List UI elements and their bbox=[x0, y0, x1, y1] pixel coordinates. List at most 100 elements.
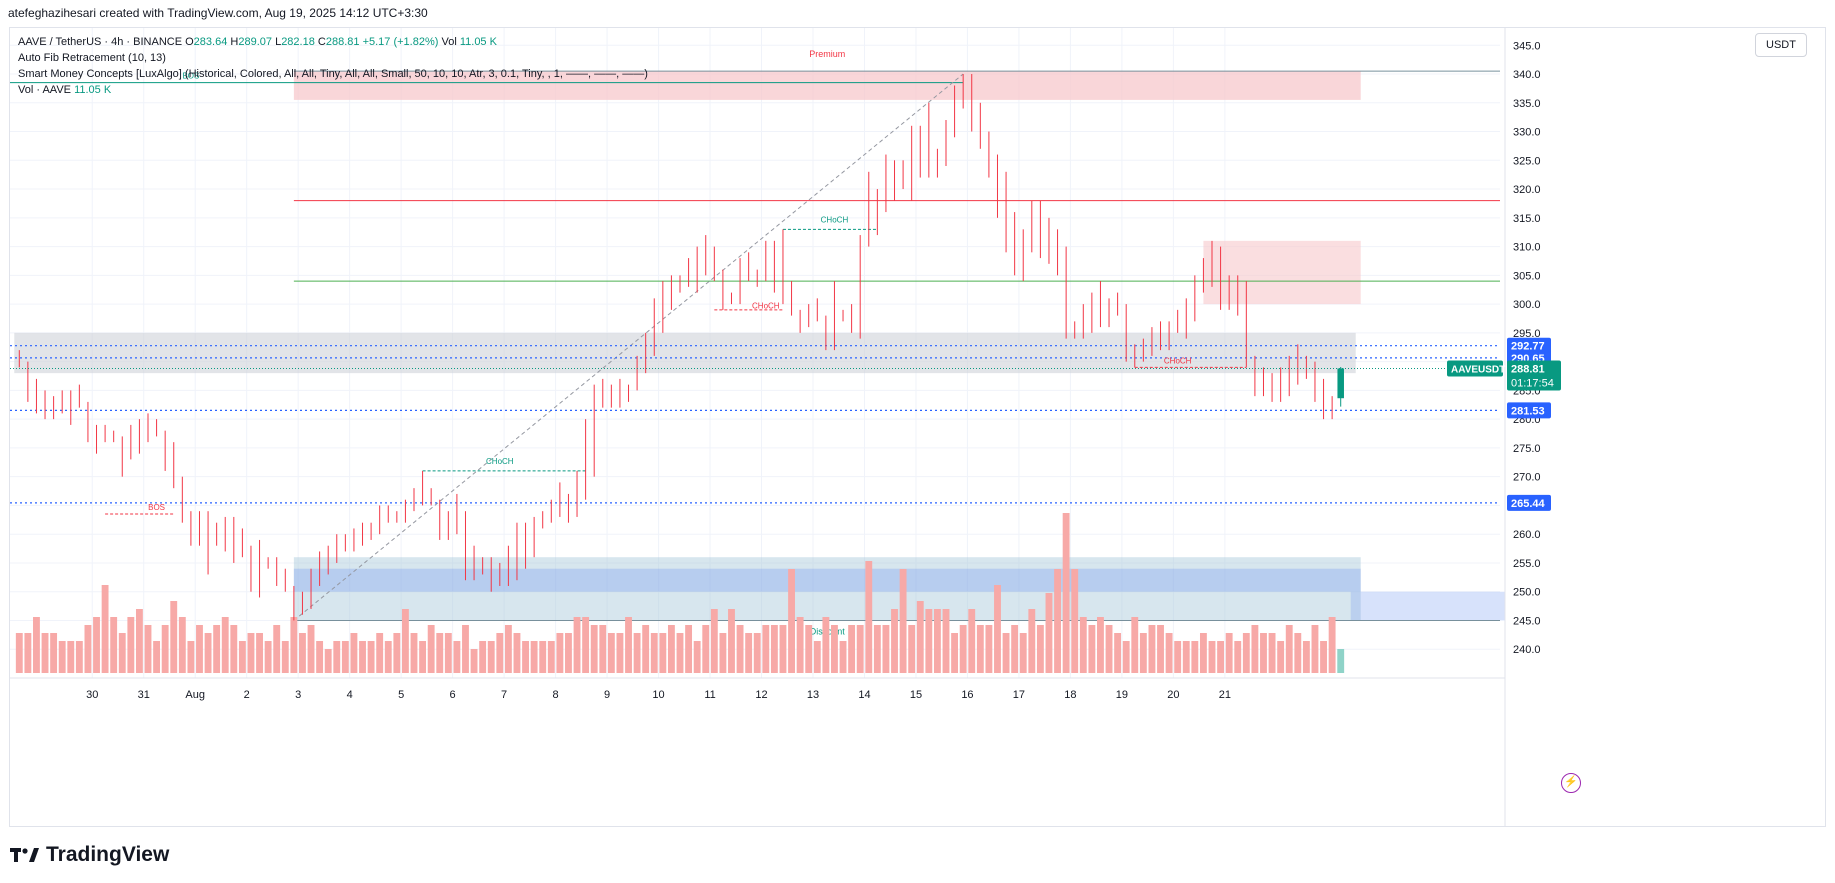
price-tick-label: 250.0 bbox=[1513, 587, 1541, 599]
volume-bar bbox=[144, 625, 152, 673]
volume-bar bbox=[599, 625, 607, 673]
volume-bar bbox=[230, 625, 238, 673]
structure-label: BOS bbox=[148, 503, 165, 512]
volume-bar bbox=[951, 633, 959, 673]
time-tick-label: 11 bbox=[704, 689, 715, 701]
tradingview-logo[interactable]: TradingView bbox=[10, 840, 169, 870]
time-tick-label: 12 bbox=[755, 689, 767, 701]
volume-bar bbox=[573, 617, 581, 673]
currency-selector[interactable]: USDT bbox=[1755, 33, 1807, 57]
attribution-text: atefeghazihesari created with TradingVie… bbox=[8, 6, 428, 20]
time-tick-label: 3 bbox=[295, 689, 301, 701]
symbol-badge[interactable] bbox=[1447, 360, 1503, 377]
volume-bar bbox=[788, 569, 795, 673]
volume-bar bbox=[101, 585, 109, 673]
price-tick-label: 270.0 bbox=[1513, 472, 1541, 484]
volume-bar bbox=[959, 625, 967, 673]
price-level-badge[interactable] bbox=[1507, 337, 1551, 354]
volume-bar bbox=[341, 641, 349, 673]
volume-bar bbox=[256, 633, 263, 673]
volume-bar bbox=[299, 633, 306, 673]
volume-bar bbox=[710, 609, 718, 673]
price-level-text: 265.44 bbox=[1511, 498, 1546, 510]
time-tick-label: 20 bbox=[1167, 689, 1179, 701]
indicator-volume[interactable]: Vol · AAVE 11.05 K bbox=[18, 84, 112, 96]
ohlc-low: L282.18 bbox=[275, 36, 315, 48]
candlestick-chart[interactable]: PremiumDiscountBOSBOSCHoCHCHoCHCHoCHCHoC… bbox=[10, 28, 1826, 827]
volume-bar bbox=[848, 625, 856, 673]
last-price-badge[interactable] bbox=[1507, 360, 1561, 391]
volume-bar bbox=[873, 625, 881, 673]
volume-bar bbox=[762, 625, 770, 673]
price-level-badge[interactable] bbox=[1507, 402, 1551, 419]
volume-bar bbox=[1337, 649, 1345, 673]
indicator-fib[interactable]: Auto Fib Retracement (10, 13) bbox=[18, 52, 166, 64]
volume-bar bbox=[659, 633, 667, 673]
discount-zone bbox=[293, 557, 1361, 621]
volume-bar bbox=[384, 641, 392, 673]
volume-bar bbox=[281, 641, 289, 673]
volume-bar bbox=[1320, 641, 1327, 673]
volume-bar bbox=[444, 633, 452, 673]
ohlc-open: O283.64 bbox=[185, 36, 228, 48]
volume-bar bbox=[41, 633, 49, 673]
price-tick-label: 330.0 bbox=[1513, 127, 1541, 139]
price-axis-bg bbox=[1505, 28, 1825, 678]
volume-bar bbox=[1191, 641, 1199, 673]
volume-bar bbox=[427, 625, 435, 673]
time-tick-label: 7 bbox=[501, 689, 507, 701]
price-level-badge[interactable] bbox=[1507, 494, 1551, 511]
volume-bar bbox=[933, 609, 941, 673]
time-tick-label: 10 bbox=[652, 689, 664, 701]
time-tick-label: 9 bbox=[604, 689, 610, 701]
time-tick-label: 4 bbox=[347, 689, 353, 701]
indicator-smc[interactable]: Smart Money Concepts [LuxAlgo] (Historic… bbox=[18, 68, 648, 80]
volume-bar bbox=[453, 641, 461, 673]
volume-bar bbox=[1277, 641, 1285, 673]
volume-bar bbox=[1122, 641, 1130, 673]
time-tick-label: 13 bbox=[807, 689, 819, 701]
volume-bar bbox=[410, 633, 418, 673]
volume-bar bbox=[1148, 625, 1156, 673]
structure-label: CHoCH bbox=[821, 215, 849, 224]
orderblock-zone bbox=[293, 568, 1361, 592]
volume-bar bbox=[350, 633, 358, 673]
structure-label: BOS bbox=[182, 72, 199, 81]
volume-bar bbox=[1199, 633, 1207, 673]
volume-bar bbox=[1088, 625, 1096, 673]
volume-bar bbox=[667, 625, 675, 673]
volume-bar bbox=[1182, 641, 1190, 673]
price-tick-label: 305.0 bbox=[1513, 270, 1541, 282]
volume-bar bbox=[33, 617, 40, 673]
volume-bar bbox=[831, 625, 838, 673]
volume-bar bbox=[118, 633, 126, 673]
volume-bar bbox=[753, 633, 761, 673]
volume-bar bbox=[796, 617, 804, 673]
volume-bar bbox=[187, 641, 195, 673]
volume-bar bbox=[504, 625, 512, 673]
volume-bar bbox=[582, 617, 590, 673]
volume-bar bbox=[779, 625, 787, 673]
volume-bar bbox=[1225, 633, 1233, 673]
volume-bar bbox=[556, 633, 564, 673]
price-tick-label: 300.0 bbox=[1513, 299, 1541, 311]
volume-bar bbox=[719, 633, 727, 673]
volume-bar bbox=[496, 633, 504, 673]
price-tick-label: 325.0 bbox=[1513, 155, 1541, 167]
volume-bar bbox=[1260, 633, 1267, 673]
volume-bar bbox=[316, 641, 324, 673]
volume-bar bbox=[170, 601, 178, 673]
price-tick-label: 295.0 bbox=[1513, 328, 1541, 340]
volume-bar bbox=[1242, 633, 1250, 673]
chart-panel[interactable]: PremiumDiscountBOSBOSCHoCHCHoCHCHoCHCHoC… bbox=[9, 27, 1826, 827]
time-tick-label: 17 bbox=[1013, 689, 1025, 701]
symbol-legend[interactable]: AAVE / TetherUS · 4h · BINANCE O283.64 H… bbox=[18, 36, 497, 48]
volume-bar bbox=[1302, 641, 1310, 673]
volume-bar bbox=[75, 641, 83, 673]
tradingview-logo-icon bbox=[10, 848, 39, 862]
time-tick-label: 19 bbox=[1116, 689, 1128, 701]
price-tick-label: 240.0 bbox=[1513, 644, 1541, 656]
symbol-title[interactable]: AAVE / TetherUS · 4h · BINANCE bbox=[18, 36, 183, 48]
supply-zone bbox=[1203, 240, 1361, 305]
flash-icon[interactable]: ⚡ bbox=[1561, 773, 1581, 793]
